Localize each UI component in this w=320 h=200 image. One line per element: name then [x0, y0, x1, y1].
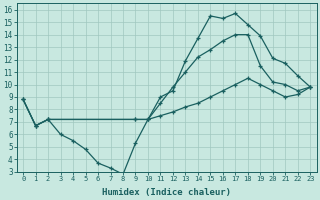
X-axis label: Humidex (Indice chaleur): Humidex (Indice chaleur): [102, 188, 231, 197]
